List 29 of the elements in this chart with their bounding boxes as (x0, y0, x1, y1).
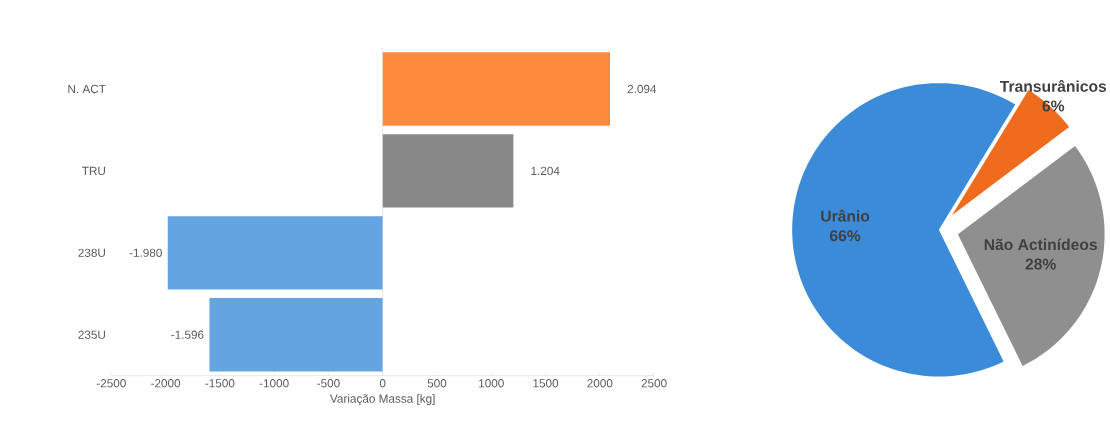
data-label: -1.596 (171, 330, 204, 339)
x-tick-label: -1500 (205, 379, 235, 388)
data-label: 1.204 (531, 166, 560, 176)
x-tick-label: -2500 (96, 379, 126, 388)
x-tick-label: 2000 (587, 379, 613, 388)
y-tick-label: 238U (78, 248, 105, 257)
bar (382, 134, 514, 208)
x-tick-label: 0 (379, 379, 386, 388)
y-tick-label: 235U (78, 330, 105, 339)
bar (382, 52, 610, 126)
data-label: -1.980 (129, 248, 162, 257)
slice-label: Transurânicos (999, 80, 1107, 92)
data-label: 2.094 (627, 84, 657, 94)
x-tick-label: 2500 (641, 379, 667, 388)
x-tick-label: 500 (427, 379, 447, 388)
x-tick-label: -1000 (259, 379, 289, 388)
bar (209, 298, 383, 372)
x-tick-label: -2000 (151, 379, 181, 388)
bar (167, 216, 383, 290)
y-tick-label: TRU (82, 166, 105, 176)
x-tick-label: -500 (317, 379, 340, 388)
data-label: 66% (829, 230, 861, 242)
y-tick-label: N. ACT (68, 84, 106, 94)
slice-label: Não Actinídeos (984, 238, 1097, 251)
x-axis-title: Variação Massa [kg] (330, 394, 435, 406)
data-label: 28% (1025, 258, 1056, 270)
x-tick-label: 1500 (533, 379, 559, 388)
x-tick-label: 1000 (479, 379, 504, 388)
slice-label: Urânio (821, 209, 870, 222)
